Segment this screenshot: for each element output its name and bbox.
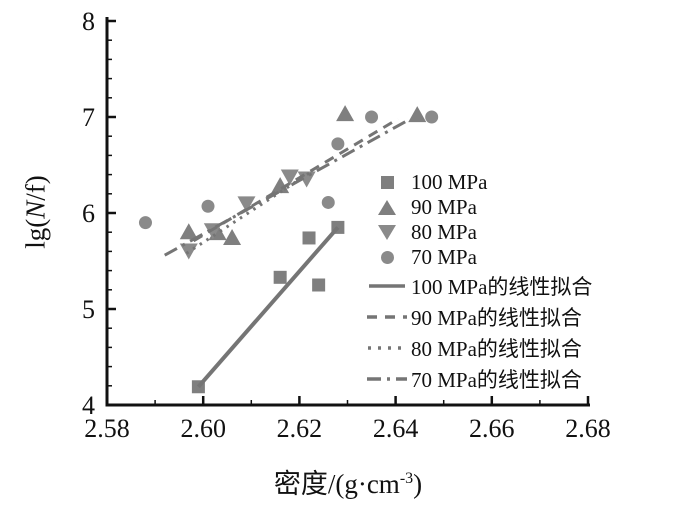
- circle-marker-icon: [363, 251, 411, 264]
- svg-text:8: 8: [82, 7, 95, 36]
- legend-item-fit-80mpa: 80 MPa的线性拟合: [363, 332, 592, 363]
- fit-line-solid: [196, 226, 340, 389]
- x-tick-labels: 2.58 2.60 2.62 2.64 2.66 2.68: [84, 414, 611, 443]
- legend-item-fit-90mpa: 90 MPa的线性拟合: [363, 301, 592, 332]
- triangle-down-marker-icon: [363, 225, 411, 240]
- legend-item-fit-100mpa: 100 MPa的线性拟合: [363, 270, 592, 301]
- svg-text:2.62: 2.62: [277, 414, 323, 443]
- legend-label: 100 MPa的线性拟合: [411, 274, 593, 299]
- svg-text:7: 7: [82, 103, 95, 132]
- dashdot-line-icon: [363, 375, 411, 383]
- dotted-line-icon: [363, 344, 411, 352]
- legend-label: 100 MPa: [411, 170, 488, 194]
- square-marker-icon: [363, 176, 411, 189]
- dashed-line-icon: [363, 313, 411, 321]
- legend-label: 80 MPa的线性拟合: [411, 336, 582, 361]
- series-70-mpa: [138, 110, 439, 230]
- svg-text:2.64: 2.64: [373, 414, 419, 443]
- legend-item-fit-70mpa: 70 MPa的线性拟合: [363, 363, 592, 394]
- legend-label: 80 MPa: [411, 220, 477, 244]
- legend: 100 MPa 90 MPa 80 MPa 70 MPa 100 MPa的线性拟…: [363, 170, 592, 394]
- ticks: [105, 19, 590, 407]
- svg-text:2.68: 2.68: [565, 414, 611, 443]
- legend-item-70mpa: 70 MPa: [363, 245, 592, 270]
- svg-text:2.66: 2.66: [469, 414, 515, 443]
- legend-item-100mpa: 100 MPa: [363, 170, 592, 195]
- fit-line-dashdot: [163, 120, 406, 257]
- svg-text:6: 6: [82, 199, 95, 228]
- y-tick-labels: 4 5 6 7 8: [82, 7, 95, 420]
- legend-label: 70 MPa的线性拟合: [411, 367, 582, 392]
- fit-line-dotted: [185, 170, 313, 255]
- svg-text:4: 4: [82, 391, 95, 420]
- legend-label: 70 MPa: [411, 245, 477, 269]
- y-axis-title: lg(N/f): [20, 175, 51, 249]
- legend-label: 90 MPa的线性拟合: [411, 305, 582, 330]
- legend-item-90mpa: 90 MPa: [363, 195, 592, 220]
- svg-text:2.60: 2.60: [180, 414, 226, 443]
- x-axis-title: 密度/(g·cm-3): [273, 469, 423, 499]
- legend-item-80mpa: 80 MPa: [363, 220, 592, 245]
- triangle-up-marker-icon: [363, 200, 411, 215]
- legend-label: 90 MPa: [411, 195, 477, 219]
- solid-line-icon: [363, 282, 411, 290]
- svg-text:2.58: 2.58: [84, 414, 130, 443]
- svg-text:5: 5: [82, 295, 95, 324]
